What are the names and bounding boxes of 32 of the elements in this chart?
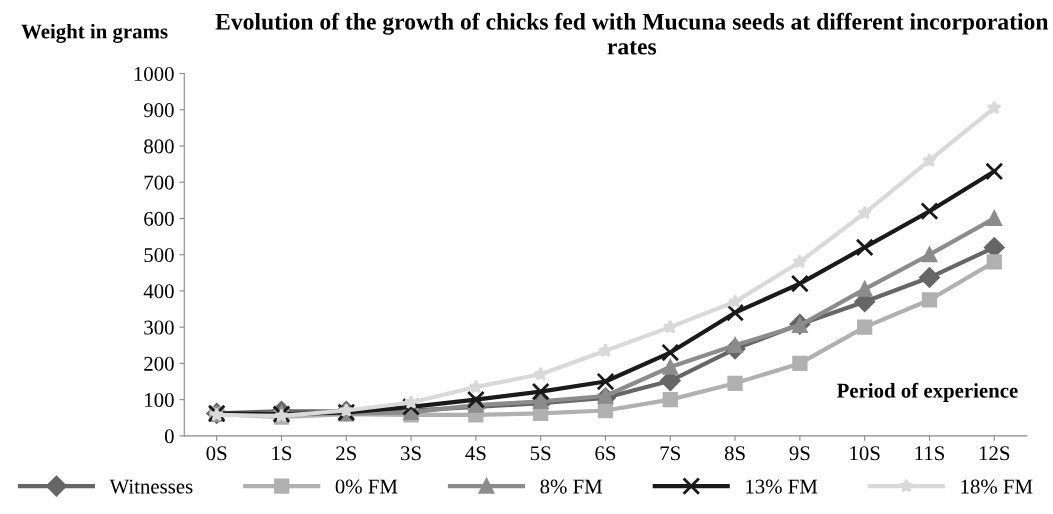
x-tick-label: 10S — [850, 446, 880, 461]
x-axis-title: Period of experience — [836, 382, 1018, 402]
y-tick-label: 1000 — [134, 66, 174, 81]
y-tick-label: 400 — [143, 284, 174, 299]
x-tick-label: 6S — [595, 446, 616, 461]
x-tick-label: 4S — [465, 446, 486, 461]
x-tick-label: 12S — [979, 446, 1010, 461]
y-tick-label: 200 — [144, 356, 174, 371]
y-tick-label: 500 — [144, 248, 174, 263]
y-tick-label: 800 — [144, 139, 174, 154]
x-tick-label: 2S — [336, 446, 356, 461]
x-tick-label: 3S — [401, 446, 421, 461]
x-tick-label: 8S — [724, 446, 745, 461]
x-tick-label: 1S — [272, 446, 292, 461]
x-tick-label: 5S — [530, 446, 551, 461]
legend-label: 8% FM — [540, 479, 603, 494]
legend-label: Witnesses — [109, 479, 193, 494]
y-tick-label: 300 — [144, 320, 174, 335]
y-tick-label: 100 — [145, 393, 174, 408]
y-tick-label: 700 — [144, 175, 174, 190]
x-tick-label: 11S — [915, 446, 944, 461]
legend-label: 13% FM — [746, 479, 818, 494]
x-tick-label: 9S — [789, 446, 810, 461]
y-axis-title: Weight in grams — [21, 23, 168, 43]
legend-label: 0% FM — [335, 479, 398, 494]
chart-title: Evolution of the growth of chicks fed with Mucuna seeds at different incorporation rates — [215, 12, 1049, 55]
y-tick-label: 900 — [143, 103, 174, 118]
x-tick-label: 7S — [660, 446, 680, 461]
legend-label: 18% FM — [961, 479, 1033, 494]
y-tick-label: 600 — [144, 211, 174, 226]
y-tick-label: 0 — [164, 429, 174, 444]
x-tick-label: 0S — [206, 446, 227, 461]
